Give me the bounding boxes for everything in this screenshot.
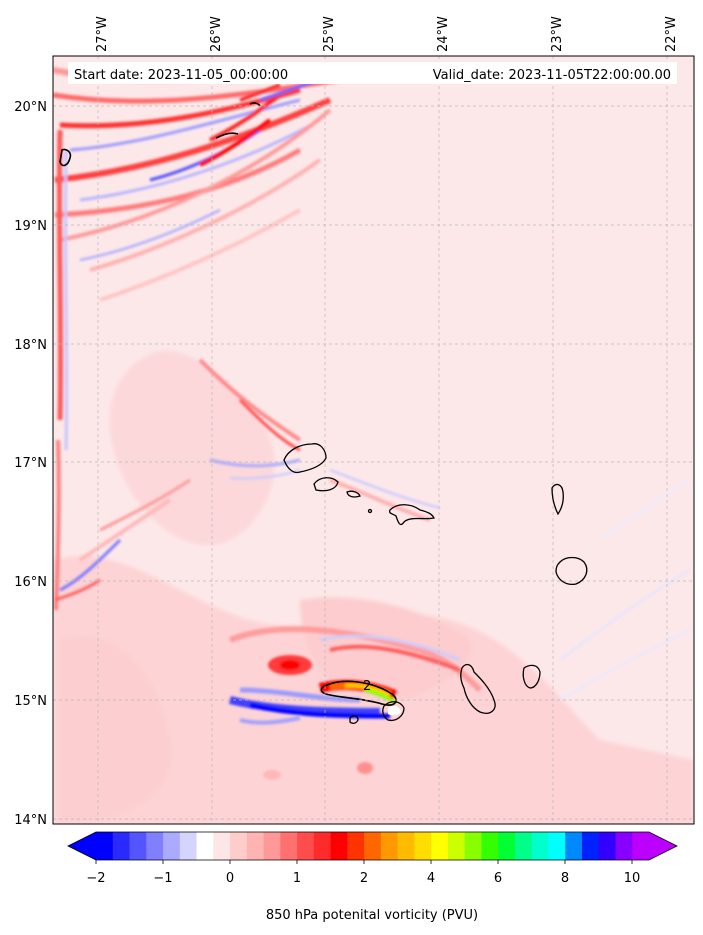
- lon-label: 24°W: [436, 16, 451, 52]
- map-panel: 2: [14, 16, 695, 828]
- lon-label: 22°W: [664, 16, 679, 52]
- colorbar-tick-label: 1: [293, 871, 301, 886]
- colorbar-tick-label: 6: [494, 871, 502, 886]
- colorbar-segment: [96, 832, 114, 860]
- island-boa-vista: [555, 556, 588, 586]
- colorbar-segment: [146, 832, 164, 860]
- pv-contours: [59, 102, 397, 706]
- colorbar-segment: [213, 832, 231, 860]
- colorbar-tick-label: 0: [226, 871, 234, 886]
- gridlines: [53, 56, 694, 824]
- colorbar-segment: [548, 832, 566, 860]
- colorbar-segment: [347, 832, 365, 860]
- colorbar-segment: [230, 832, 248, 860]
- colorbar-segment: [531, 832, 549, 860]
- longitude-labels: 27°W 26°W 25°W 24°W 23°W 22°W: [95, 16, 679, 52]
- colorbar-segment: [498, 832, 516, 860]
- colorbar-segment: [431, 832, 449, 860]
- colorbar-tick-labels: −2 −1 0 1 2 4 6 8 10: [86, 871, 640, 886]
- colorbar-segment: [163, 832, 181, 860]
- colorbar-segment: [179, 832, 197, 860]
- colorbar-segment: [364, 832, 382, 860]
- colorbar-segment: [330, 832, 348, 860]
- island-brava: [349, 715, 359, 724]
- island-wakes: [198, 358, 441, 522]
- island-fogo: [382, 701, 405, 722]
- island-maio: [522, 664, 541, 689]
- map-frame: [52, 55, 695, 825]
- colorbar-tick-label: 2: [360, 871, 368, 886]
- lat-label: 19°N: [14, 219, 47, 234]
- colorbar-segments: [96, 832, 650, 860]
- lat-label: 17°N: [14, 456, 47, 471]
- colorbar-segment: [246, 832, 264, 860]
- start-date: Start date: 2023-11-05_00:00:00: [74, 68, 288, 83]
- colorbar-segment: [514, 832, 533, 860]
- colorbar-label: 850 hPa potenital vorticity (PVU): [266, 908, 478, 923]
- colorbar-segment: [464, 832, 482, 860]
- colorbar-tick-label: −2: [86, 871, 105, 886]
- colorbar-over-arrow: [649, 832, 677, 860]
- colorbar-segment: [565, 832, 583, 860]
- colorbar-segment: [615, 832, 633, 860]
- lat-label: 18°N: [14, 338, 47, 353]
- colorbar-ticks: [95, 860, 633, 864]
- colorbar-segment: [632, 832, 650, 860]
- coastlines: [283, 443, 588, 724]
- island-santa-luzia: [346, 490, 361, 498]
- colorbar-segment: [414, 832, 432, 860]
- colorbar-segment: [481, 832, 499, 860]
- lat-label: 15°N: [14, 694, 47, 709]
- island-raso: [367, 508, 373, 514]
- lon-label: 23°W: [550, 16, 565, 52]
- colorbar-under-arrow: [68, 832, 96, 860]
- lat-label: 20°N: [14, 100, 47, 115]
- lat-label: 16°N: [14, 575, 47, 590]
- date-banner: [68, 62, 677, 84]
- colorbar-segment: [196, 832, 214, 860]
- lon-label: 26°W: [209, 16, 224, 52]
- colorbar-segment: [280, 832, 298, 860]
- colorbar-tick-label: −1: [153, 871, 172, 886]
- island-sal: [551, 483, 564, 516]
- colorbar-segment: [447, 832, 466, 860]
- pv-field: 2: [53, 56, 694, 824]
- lat-label: 14°N: [14, 813, 47, 828]
- contour-label: 2: [363, 679, 371, 694]
- island-santiago: [460, 663, 496, 714]
- colorbar-tick-label: 8: [561, 871, 569, 886]
- colorbar-tick-label: 10: [624, 871, 641, 886]
- colorbar-segment: [112, 832, 130, 860]
- island-sao-nicolau: [388, 504, 435, 526]
- colorbar-segment: [397, 832, 415, 860]
- island-santo-antao: [283, 443, 327, 474]
- island-sao-vicente: [313, 477, 339, 492]
- colorbar: −2 −1 0 1 2 4 6 8 10 850 hPa potenital v…: [67, 831, 678, 923]
- latitude-labels: 20°N 19°N 18°N 17°N 16°N 15°N 14°N: [14, 100, 47, 828]
- colorbar-segment: [380, 832, 399, 860]
- colorbar-segment: [297, 832, 315, 860]
- colorbar-segment: [581, 832, 600, 860]
- valid-date: Valid_date: 2023-11-05T22:00:00.00: [433, 68, 671, 83]
- lon-label: 25°W: [322, 16, 337, 52]
- colorbar-segment: [263, 832, 281, 860]
- colorbar-tick-label: 4: [427, 871, 435, 886]
- colorbar-segment: [313, 832, 332, 860]
- lon-label: 27°W: [95, 16, 110, 52]
- colorbar-segment: [598, 832, 616, 860]
- colorbar-segment: [129, 832, 147, 860]
